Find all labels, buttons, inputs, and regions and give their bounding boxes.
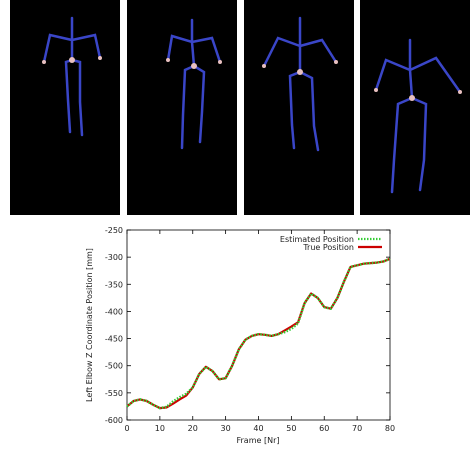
x-tick-label: 50 [286,424,296,433]
y-tick-label: -500 [105,362,123,371]
x-tick-label: 10 [155,424,165,433]
chart: Left Elbow Z Coordinate Position [mm] Fr… [85,226,395,445]
y-tick-label: -250 [105,226,123,235]
x-tick-label: 60 [319,424,329,433]
y-axis-label: Left Elbow Z Coordinate Position [mm] [85,248,94,402]
y-tick-label: -450 [105,335,123,344]
series-line [126,257,391,410]
x-tick-label: 20 [188,424,198,433]
x-tick-label: 30 [221,424,231,433]
skeleton [42,16,102,137]
panel [127,0,237,215]
legend-label: Estimated Position [280,235,354,244]
y-tick-label: -400 [105,307,123,316]
y-tick-label: -300 [105,253,123,262]
skeleton [166,18,222,150]
plot-frame [126,229,391,421]
skeleton [374,38,462,194]
x-axis-label: Frame [Nr] [237,436,280,445]
y-tick-label: -600 [105,416,123,425]
x-tick-label: 70 [352,424,362,433]
skeleton-panels [10,0,470,215]
legend-label: True Position [302,243,354,252]
x-tick-label: 0 [124,424,129,433]
y-tick-label: -550 [105,389,123,398]
x-tick-label: 40 [253,424,263,433]
x-tick-label: 80 [385,424,395,433]
y-tick-label: -350 [105,280,123,289]
skeleton [262,16,338,152]
